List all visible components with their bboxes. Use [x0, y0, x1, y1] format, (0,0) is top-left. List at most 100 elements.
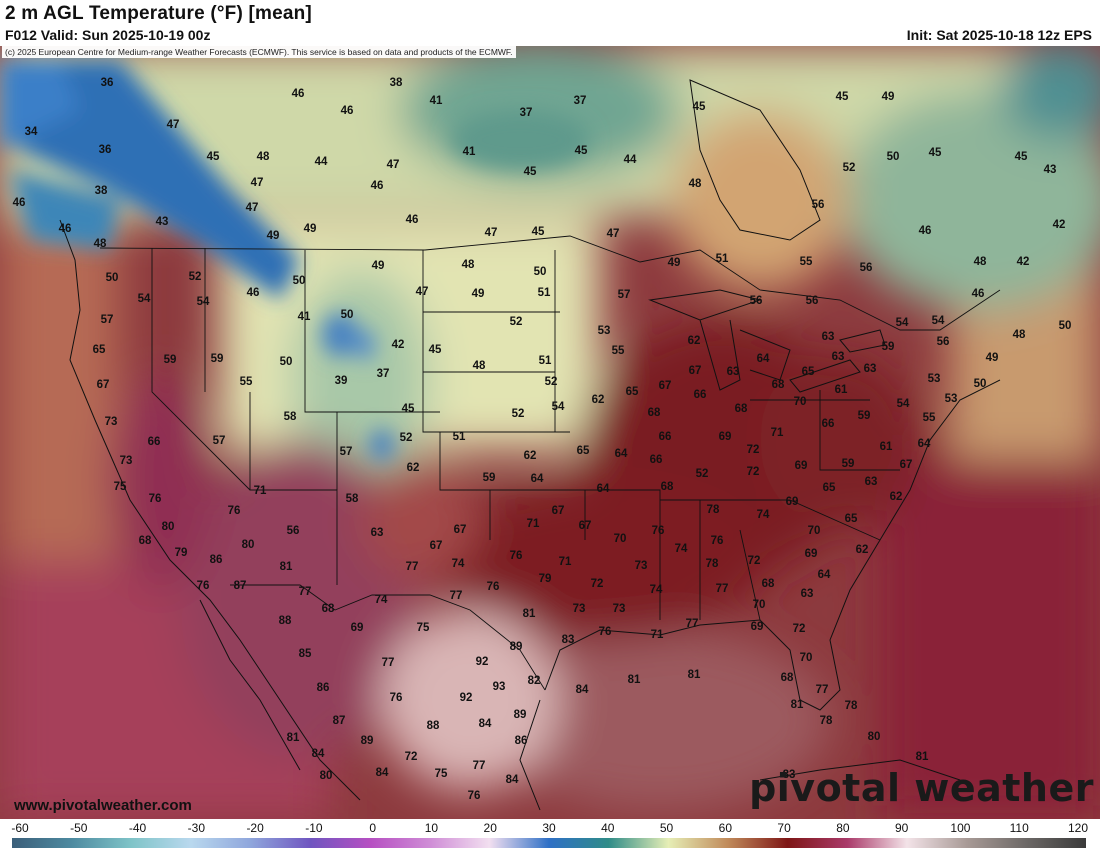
temperature-label: 83 [783, 769, 796, 781]
temperature-label: 46 [292, 88, 305, 100]
temperature-label: 46 [972, 288, 985, 300]
temperature-label: 55 [240, 376, 253, 388]
temperature-label: 67 [689, 365, 702, 377]
temperature-label: 69 [751, 621, 764, 633]
temperature-label: 81 [523, 608, 536, 620]
temperature-label: 70 [614, 533, 627, 545]
temperature-label: 51 [538, 287, 551, 299]
temperature-label: 62 [688, 335, 701, 347]
temperature-label: 55 [612, 345, 625, 357]
temperature-label: 74 [375, 594, 388, 606]
header: 2 m AGL Temperature (°F) [mean] F012 Val… [0, 0, 1100, 46]
temperature-label: 57 [101, 314, 114, 326]
temperature-map[interactable]: 36 38 46 41 46 37 37 45 45 49 34 47 36 45 48 44 47 41 45 44… [0, 46, 1100, 819]
temperature-label: 57 [213, 435, 226, 447]
temperature-label: 69 [719, 431, 732, 443]
colorbar-tick-label: -10 [305, 821, 323, 835]
temperature-label: 52 [512, 408, 525, 420]
temperature-label: 49 [267, 230, 280, 242]
temperature-label: 79 [539, 573, 552, 585]
temperature-label: 73 [105, 416, 118, 428]
temperature-label: 63 [371, 527, 384, 539]
state-borders [99, 235, 1001, 691]
temperature-label: 48 [1013, 329, 1026, 341]
temperature-label: 49 [986, 352, 999, 364]
temperature-label: 68 [139, 535, 152, 547]
colorbar-tick-label: 70 [777, 821, 791, 835]
temperature-label: 46 [13, 197, 26, 209]
colorbar-tick-label: -30 [187, 821, 205, 835]
temperature-label: 75 [114, 481, 127, 493]
temperature-label: 45 [532, 226, 545, 238]
temperature-label: 66 [822, 418, 835, 430]
temperature-label: 54 [138, 293, 151, 305]
temperature-label: 38 [390, 77, 403, 89]
temperature-label: 77 [716, 583, 729, 595]
temperature-label: 57 [340, 446, 353, 458]
temperature-label: 56 [812, 199, 825, 211]
temperature-label: 76 [468, 790, 481, 802]
temperature-label: 45 [402, 403, 415, 415]
temperature-label: 37 [377, 368, 390, 380]
temperature-label: 78 [845, 700, 858, 712]
temperature-label: 49 [304, 223, 317, 235]
temperature-label: 84 [376, 767, 389, 779]
temperature-label: 50 [1059, 320, 1072, 332]
colorbar-tick-label: -50 [70, 821, 88, 835]
temperature-label: 50 [280, 356, 293, 368]
temperature-label: 63 [864, 363, 877, 375]
colorbar-tick-label: 60 [718, 821, 733, 835]
temperature-label: 76 [711, 535, 724, 547]
temperature-label: 62 [592, 394, 605, 406]
temperature-label: 63 [832, 351, 845, 363]
temperature-label: 71 [527, 518, 540, 530]
temperature-label: 45 [693, 101, 706, 113]
temperature-label: 56 [860, 262, 873, 274]
temperature-label: 68 [648, 407, 661, 419]
temperature-label: 66 [659, 431, 672, 443]
temperature-label: 53 [928, 373, 941, 385]
temperature-label: 76 [599, 626, 612, 638]
temperature-label: 71 [771, 427, 784, 439]
temperature-label: 52 [189, 271, 202, 283]
brand-logo: pivotal weather [749, 766, 1094, 810]
temperature-label: 46 [371, 180, 384, 192]
colorbar-tick-label: 90 [894, 821, 909, 835]
temperature-label: 81 [916, 751, 929, 763]
temperature-label: 73 [635, 560, 648, 572]
temperature-label: 51 [453, 431, 466, 443]
temperature-label: 67 [430, 540, 443, 552]
temperature-label: 66 [694, 389, 707, 401]
cold-mountains [0, 60, 590, 461]
temperature-label: 49 [882, 91, 895, 103]
temperature-label: 77 [473, 760, 486, 772]
temperature-label: 78 [707, 504, 720, 516]
temperature-label: 65 [802, 366, 815, 378]
colorbar-tick-label: 0 [369, 821, 376, 835]
temperature-label: 41 [463, 146, 476, 158]
temperature-label: 76 [197, 580, 210, 592]
temperature-label: 50 [106, 272, 119, 284]
temperature-label: 44 [315, 156, 328, 168]
temperature-label: 73 [120, 455, 133, 467]
temperature-label: 45 [207, 151, 220, 163]
temperature-label: 72 [793, 623, 806, 635]
temperature-label: 64 [531, 473, 544, 485]
temperature-label: 72 [405, 751, 418, 763]
colorbar-tick-label: 20 [483, 821, 497, 835]
temperature-label: 55 [800, 256, 813, 268]
temperature-label: 45 [575, 145, 588, 157]
colorbar: -60 -50 -40 -30 -20 -10 0 10 20 30 40 50 60 70 80 90 100… [0, 819, 1100, 850]
temperature-label: 89 [514, 709, 527, 721]
temperature-label: 67 [97, 379, 110, 391]
colorbar-tick-label: -20 [246, 821, 264, 835]
temperature-label: 47 [387, 159, 400, 171]
temperature-label: 56 [937, 336, 950, 348]
temperature-label: 67 [552, 505, 565, 517]
temperature-label: 62 [407, 462, 420, 474]
temperature-label: 45 [836, 91, 849, 103]
temperature-label: 76 [149, 493, 162, 505]
temperature-label: 77 [382, 657, 395, 669]
temperature-label: 50 [974, 378, 987, 390]
temperature-label: 57 [618, 289, 631, 301]
